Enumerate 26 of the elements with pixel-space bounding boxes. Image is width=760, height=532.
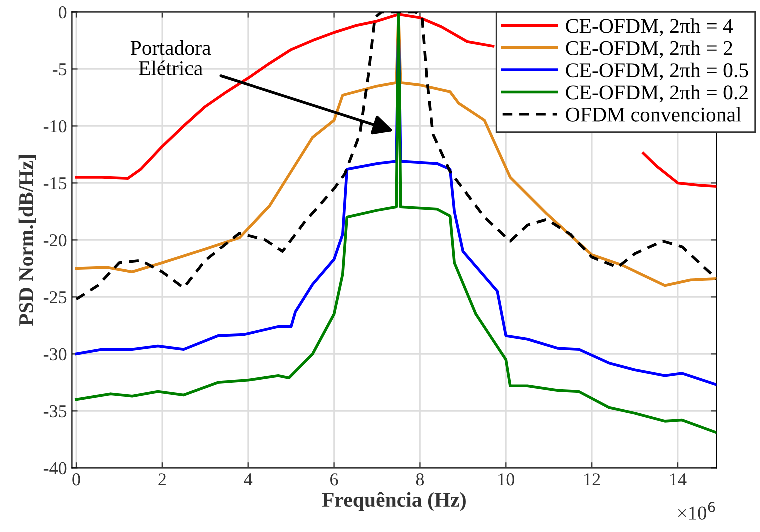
y-tick-label: -25 (44, 291, 67, 304)
x-tick-label: 12 (584, 474, 600, 486)
y-tick-label: -5 (52, 64, 67, 76)
legend-label: CE-OFDM, 2πh = 0.5 (566, 62, 748, 81)
x-axis-title: Frequência (Hz) (322, 492, 466, 512)
legend-label: OFDM convencional (566, 107, 742, 122)
legend-label: CE-OFDM, 2πh = 2 (566, 40, 732, 58)
text: ×10$^{6}$ (678, 502, 716, 520)
x-tick-label: 8 (416, 474, 424, 486)
y-tick-label: -35 (44, 405, 67, 418)
y-tick-label: -40 (44, 462, 67, 475)
x-tick-label: 0 (72, 474, 80, 486)
y-axis-title: PSD Norm.[dB/Hz] (18, 156, 36, 326)
x-tick-label: 4 (244, 474, 253, 486)
y-tick-label: -20 (44, 234, 67, 247)
y-tick-label: -10 (44, 120, 67, 133)
y-tick-label: -30 (44, 348, 67, 361)
y-tick-label: -15 (44, 178, 67, 190)
x-tick-label: 6 (330, 474, 338, 486)
legend-label: CE-OFDM, 2πh = 4 (566, 18, 734, 36)
annotation: Portadora Elétrica (130, 40, 212, 76)
x-tick-label: 10 (498, 474, 514, 486)
x-tick-label: 14 (670, 474, 687, 486)
y-tick-label: 0 (59, 6, 67, 19)
legend-label: CE-OFDM, 2πh = 0.2 (566, 85, 748, 103)
x-tick-label: 2 (158, 474, 166, 486)
